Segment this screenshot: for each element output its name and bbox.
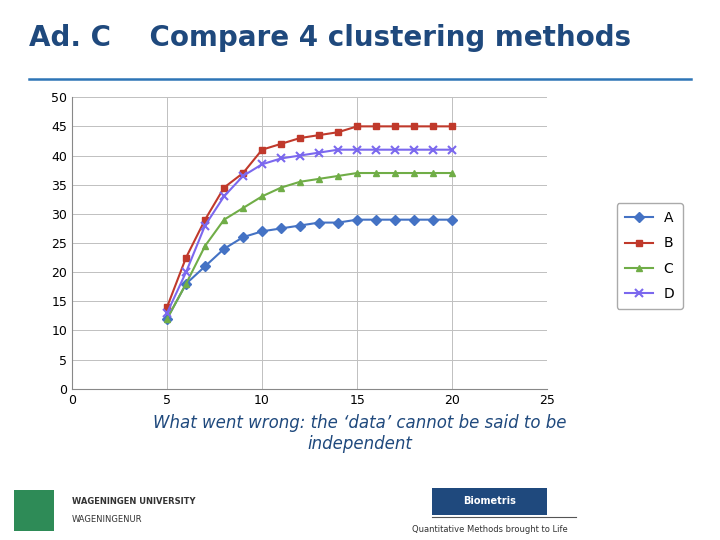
A (372, 217, 380, 223)
C (296, 179, 305, 185)
A (276, 225, 285, 232)
A (410, 217, 418, 223)
C (276, 184, 285, 191)
A (163, 315, 171, 322)
D (353, 146, 361, 153)
D (334, 146, 343, 153)
A (201, 263, 210, 269)
D (181, 269, 190, 275)
D (239, 173, 248, 179)
B (315, 132, 323, 138)
C (391, 170, 400, 176)
Text: What went wrong: the ‘data’ cannot be said to be
independent: What went wrong: the ‘data’ cannot be sa… (153, 414, 567, 453)
D (315, 150, 323, 156)
C (448, 170, 456, 176)
B (448, 123, 456, 130)
Text: Biometris: Biometris (463, 496, 516, 507)
Text: Ad. C    Compare 4 clustering methods: Ad. C Compare 4 clustering methods (29, 24, 631, 52)
B (258, 146, 266, 153)
Line: A: A (163, 216, 456, 322)
A (239, 234, 248, 240)
Bar (14, 489, 54, 531)
B (410, 123, 418, 130)
C (410, 170, 418, 176)
C (315, 176, 323, 182)
C (334, 173, 343, 179)
B (239, 170, 248, 176)
A (448, 217, 456, 223)
Line: B: B (163, 123, 456, 310)
B (334, 129, 343, 136)
B (220, 184, 228, 191)
D (276, 155, 285, 161)
A (181, 281, 190, 287)
D (429, 146, 438, 153)
B (372, 123, 380, 130)
D (201, 222, 210, 229)
B (181, 254, 190, 261)
Line: D: D (163, 145, 456, 317)
C (163, 315, 171, 322)
A (334, 219, 343, 226)
A (429, 217, 438, 223)
D (372, 146, 380, 153)
C (201, 242, 210, 249)
A (315, 219, 323, 226)
Text: Quantitative Methods brought to Life: Quantitative Methods brought to Life (412, 525, 567, 534)
C (429, 170, 438, 176)
C (239, 205, 248, 211)
B (201, 217, 210, 223)
Text: WAGENINGEN UNIVERSITY: WAGENINGEN UNIVERSITY (72, 497, 196, 506)
D (391, 146, 400, 153)
Legend: A, B, C, D: A, B, C, D (616, 203, 683, 309)
D (163, 310, 171, 316)
A (220, 246, 228, 252)
B (353, 123, 361, 130)
C (372, 170, 380, 176)
D (220, 193, 228, 200)
B (296, 135, 305, 141)
D (448, 146, 456, 153)
B (163, 304, 171, 310)
Bar (432, 488, 547, 515)
B (391, 123, 400, 130)
Line: C: C (163, 170, 456, 322)
C (181, 281, 190, 287)
Text: WAGENINGENUR: WAGENINGENUR (72, 515, 143, 524)
A (258, 228, 266, 234)
A (391, 217, 400, 223)
A (296, 222, 305, 229)
A (353, 217, 361, 223)
D (296, 152, 305, 159)
C (353, 170, 361, 176)
C (258, 193, 266, 200)
B (276, 140, 285, 147)
D (410, 146, 418, 153)
B (429, 123, 438, 130)
C (220, 217, 228, 223)
D (258, 161, 266, 167)
